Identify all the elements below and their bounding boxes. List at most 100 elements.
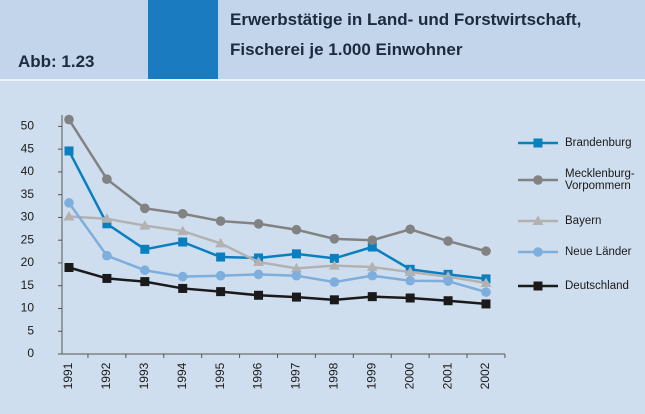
series-line <box>67 202 487 294</box>
data-point <box>139 220 151 230</box>
legend-label: Deutschland <box>565 280 629 292</box>
data-point <box>443 276 453 286</box>
y-tick-label: 25 <box>21 232 35 246</box>
y-tick-label: 20 <box>21 255 35 269</box>
data-point <box>101 213 113 223</box>
legend-marker <box>533 281 543 291</box>
x-tick-label: 2001 <box>440 362 454 389</box>
data-point <box>405 275 415 286</box>
data-point <box>140 203 150 214</box>
legend-label: Neue Länder <box>565 246 632 258</box>
legend-label: Mecklenburg-Vorpommern <box>565 168 635 192</box>
legend-marker <box>533 175 543 185</box>
data-point <box>291 292 301 302</box>
data-point <box>215 270 226 281</box>
data-point <box>253 219 264 229</box>
data-point <box>178 237 188 247</box>
data-point <box>253 256 265 267</box>
x-tick-label: 1996 <box>251 362 265 389</box>
x-tick-label: 1991 <box>61 362 75 389</box>
data-point <box>216 252 226 262</box>
data-point <box>367 242 377 252</box>
data-point <box>404 266 416 277</box>
legend-label: Brandenburg <box>565 137 632 149</box>
data-point <box>102 250 112 261</box>
data-point <box>367 270 378 281</box>
data-point <box>405 224 415 235</box>
data-point <box>481 299 491 309</box>
data-point <box>64 114 74 125</box>
x-tick-label: 1999 <box>364 362 378 389</box>
data-point <box>64 146 74 156</box>
data-point <box>177 208 188 219</box>
x-tick-label: 2000 <box>402 362 416 389</box>
figure-label: Abb: 1.23 <box>18 52 95 71</box>
y-tick-label: 45 <box>21 141 35 155</box>
data-point <box>481 246 491 256</box>
data-point <box>329 277 340 287</box>
chart-title: Fischerei je 1.000 Einwohner <box>230 40 463 59</box>
data-point <box>291 249 301 259</box>
data-point <box>254 290 264 300</box>
data-point <box>102 219 112 229</box>
data-point <box>140 244 150 254</box>
data-point <box>64 198 74 208</box>
data-point <box>102 273 112 283</box>
series-line <box>68 266 487 306</box>
x-tick-label: 1994 <box>175 362 189 389</box>
data-point <box>140 277 150 287</box>
header-block <box>148 0 218 79</box>
data-point <box>102 174 112 184</box>
chart-title: Erwerbstätige in Land- und Forstwirtscha… <box>230 10 582 29</box>
x-tick-label: 1995 <box>213 362 227 389</box>
series-line <box>67 150 487 281</box>
data-point <box>405 293 415 303</box>
data-point <box>140 265 150 276</box>
x-tick-label: 2002 <box>478 362 492 389</box>
data-point <box>367 235 378 245</box>
x-tick-label: 1993 <box>137 362 151 389</box>
series-line <box>67 118 487 253</box>
y-tick-label: 30 <box>21 210 35 224</box>
legend-marker <box>533 247 543 257</box>
data-point <box>253 269 264 280</box>
data-point <box>443 296 453 306</box>
data-point <box>291 270 302 281</box>
data-point <box>443 236 453 246</box>
data-point <box>329 234 340 244</box>
data-point <box>329 253 339 263</box>
data-point <box>367 292 377 302</box>
data-point <box>328 260 340 270</box>
data-point <box>290 262 302 273</box>
x-tick-label: 1992 <box>99 362 113 389</box>
y-tick-label: 10 <box>21 301 35 315</box>
data-point <box>177 271 188 282</box>
y-tick-label: 5 <box>27 323 34 337</box>
series-line <box>68 215 487 285</box>
data-point <box>215 237 227 248</box>
data-point <box>480 277 492 287</box>
y-tick-label: 0 <box>27 346 34 360</box>
data-point <box>216 287 226 297</box>
legend-label: Bayern <box>565 215 602 227</box>
data-point <box>291 224 302 235</box>
legend-marker <box>532 215 544 225</box>
data-point <box>177 225 189 236</box>
x-tick-label: 1997 <box>289 362 303 389</box>
data-point <box>178 283 188 293</box>
data-point <box>215 216 226 226</box>
data-point <box>481 287 491 297</box>
data-point <box>329 295 339 305</box>
header <box>0 0 645 81</box>
legend-marker <box>533 138 543 148</box>
y-tick-label: 35 <box>21 187 35 201</box>
y-tick-label: 50 <box>21 119 35 133</box>
y-tick-label: 15 <box>21 278 35 292</box>
data-point <box>64 263 74 273</box>
data-point <box>366 261 378 272</box>
data-point <box>63 211 75 221</box>
x-tick-label: 1998 <box>327 362 341 389</box>
y-tick-label: 40 <box>21 164 35 178</box>
